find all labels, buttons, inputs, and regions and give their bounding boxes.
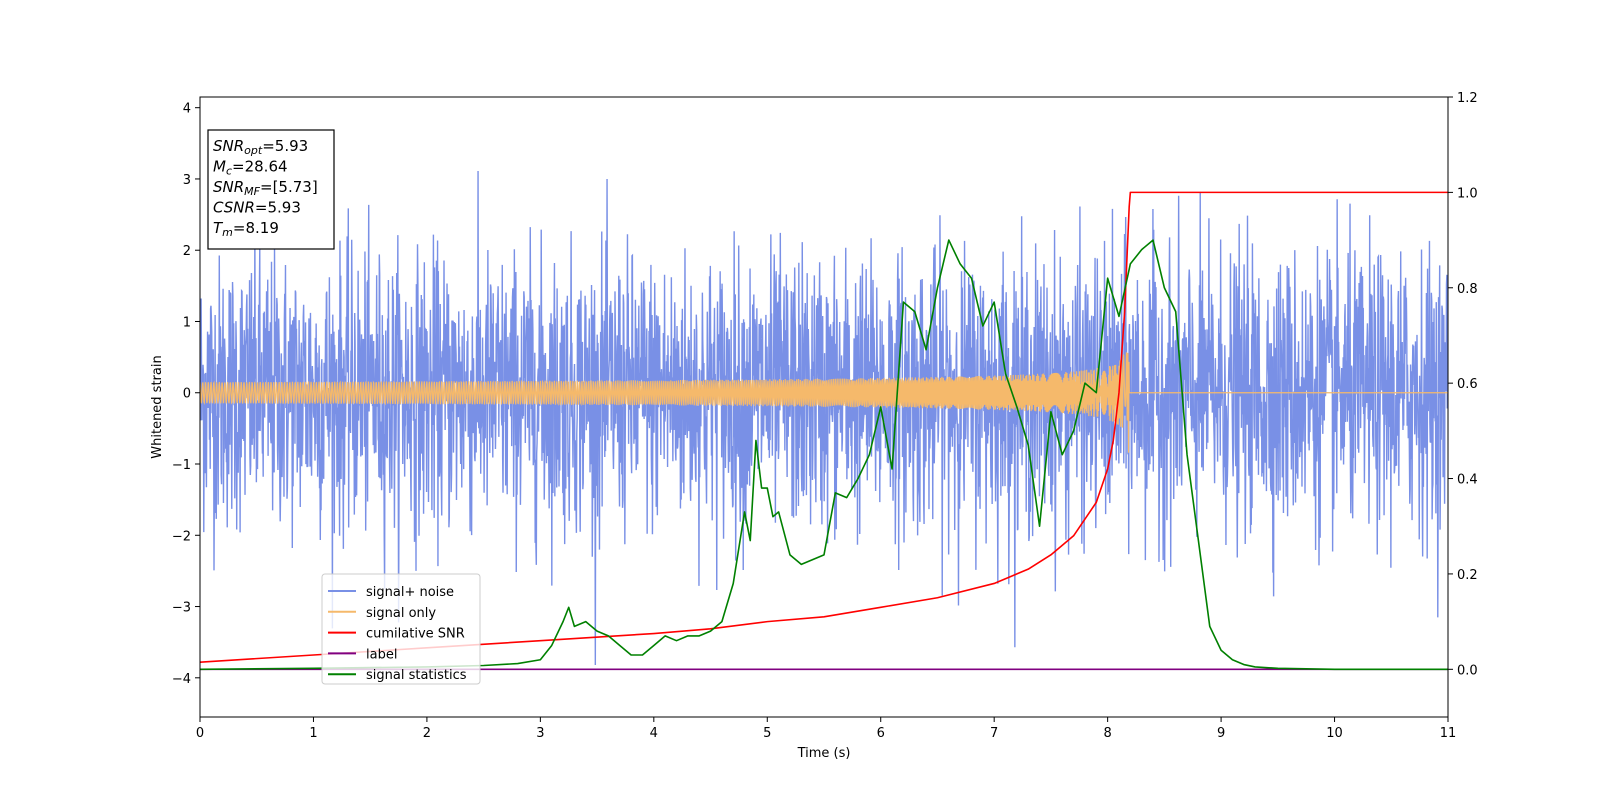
x-axis-label: Time (s) — [797, 746, 851, 761]
y-tick-label: −2 — [172, 529, 191, 544]
x-tick-label: 4 — [650, 726, 658, 741]
y-tick-label: −3 — [172, 601, 191, 616]
series-cumulative-snr — [200, 191, 1448, 663]
x-tick-label: 11 — [1440, 726, 1457, 741]
series-layer — [200, 171, 1448, 671]
annotation-line: SNRopt=5.93 — [213, 137, 308, 157]
y2-tick-label: 1.2 — [1457, 91, 1478, 106]
y2-tick-label: 0.4 — [1457, 473, 1478, 488]
annotation-line: Mc=28.64 — [213, 158, 288, 178]
series-signal-only — [200, 352, 1448, 453]
x-tick-label: 10 — [1326, 726, 1343, 741]
x-tick-label: 6 — [877, 726, 885, 741]
y2-tick-label: 1.0 — [1457, 186, 1478, 201]
y-tick-label: 0 — [183, 387, 191, 402]
legend-label: label — [366, 647, 397, 662]
x-tick-label: 8 — [1103, 726, 1111, 741]
x-tick-label: 1 — [309, 726, 317, 741]
legend-label: cumilative SNR — [366, 627, 465, 642]
x-tick-label: 7 — [990, 726, 998, 741]
y-tick-label: −1 — [172, 458, 191, 473]
x-tick-label: 0 — [196, 726, 204, 741]
x-axis: 0 1 2 3 4 5 6 7 8 9 10 11 — [196, 717, 1456, 741]
series-signal-statistics — [200, 239, 1448, 671]
y2-tick-label: 0.2 — [1457, 568, 1478, 583]
legend-label: signal only — [366, 606, 436, 621]
y2-tick-label: 0.8 — [1457, 282, 1478, 297]
y-tick-label: 3 — [183, 173, 191, 188]
annotation-frame — [207, 129, 335, 250]
axes-frame — [199, 96, 1449, 718]
y-tick-label: 1 — [183, 315, 191, 330]
y-axis-right: 0.0 0.2 0.4 0.6 0.8 1.0 1.2 — [1448, 91, 1478, 678]
legend: signal+ noise signal only cumilative SNR la… — [321, 573, 481, 685]
x-tick-label: 2 — [423, 726, 431, 741]
legend-frame — [321, 573, 481, 685]
legend-label: signal statistics — [366, 668, 467, 683]
x-tick-label: 9 — [1217, 726, 1225, 741]
y2-tick-label: 0.6 — [1457, 377, 1478, 392]
y-axis-label: Whitened strain — [150, 355, 165, 458]
series-signal-noise — [200, 171, 1448, 666]
annotation-line: Tm=8.19 — [213, 219, 279, 239]
y-tick-label: 2 — [183, 244, 191, 259]
legend-label: signal+ noise — [366, 585, 454, 600]
y2-tick-label: 0.0 — [1457, 663, 1478, 678]
x-tick-label: 5 — [763, 726, 771, 741]
y-tick-label: −4 — [172, 672, 191, 687]
x-tick-label: 3 — [536, 726, 544, 741]
annotation-line: SNRMF=[5.73] — [213, 178, 318, 198]
stats-annotation: SNRopt=5.93Mc=28.64SNRMF=[5.73]CSNR=5.93… — [207, 129, 335, 250]
y-axis-left: −4 −3 −2 −1 0 1 2 3 4 — [172, 102, 200, 687]
y-tick-label: 4 — [183, 102, 191, 117]
annotation-line: CSNR=5.93 — [213, 199, 301, 217]
